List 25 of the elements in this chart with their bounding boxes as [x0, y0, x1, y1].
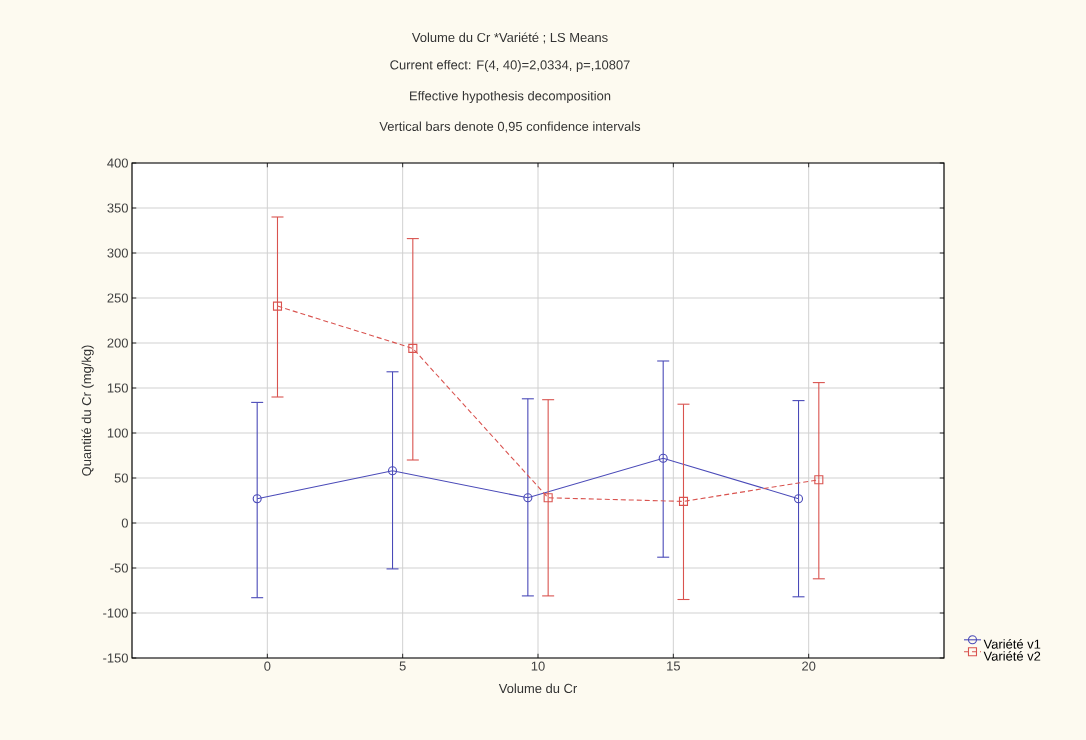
chart-subtitle: Current effect: F(4, 40)=2,0334, p=,10807 — [390, 59, 630, 73]
x-tick-label: 15 — [667, 661, 680, 671]
y-tick-label: 250 — [107, 293, 128, 303]
y-tick-label: 150 — [107, 383, 128, 393]
text: Vertical bars denote 0,95 confidence intervals — [379, 121, 641, 133]
x-tick-label: 0 — [264, 661, 271, 671]
y-tick-label: 50 — [114, 473, 128, 483]
x-axis-title: Volume du Cr — [498, 683, 577, 694]
x-tick-label: 20 — [802, 661, 816, 671]
x-tick-label: 10 — [531, 661, 545, 671]
y-tick-label: -50 — [110, 563, 128, 573]
legend-label: Variété v1 — [983, 639, 1041, 649]
y-tick-label: 100 — [107, 428, 128, 438]
y-tick-label: 350 — [107, 203, 128, 213]
y-tick-label: 300 — [107, 248, 128, 258]
y-tick-label: 200 — [107, 338, 128, 348]
text: Effective hypothesis decomposition — [410, 90, 611, 104]
y-tick-label: 0 — [121, 518, 128, 528]
legend-label: Variété v2 — [983, 651, 1041, 661]
y-tick-label: -150 — [103, 653, 128, 663]
y-axis-title: Quantité du Cr (mg/kg) — [81, 345, 94, 476]
x-tick-label: 5 — [399, 661, 406, 671]
y-tick-label: -100 — [103, 608, 128, 618]
y-tick-label: 400 — [107, 158, 128, 168]
chart-title: Volume du Cr *Variété ; LS Means — [411, 32, 608, 44]
